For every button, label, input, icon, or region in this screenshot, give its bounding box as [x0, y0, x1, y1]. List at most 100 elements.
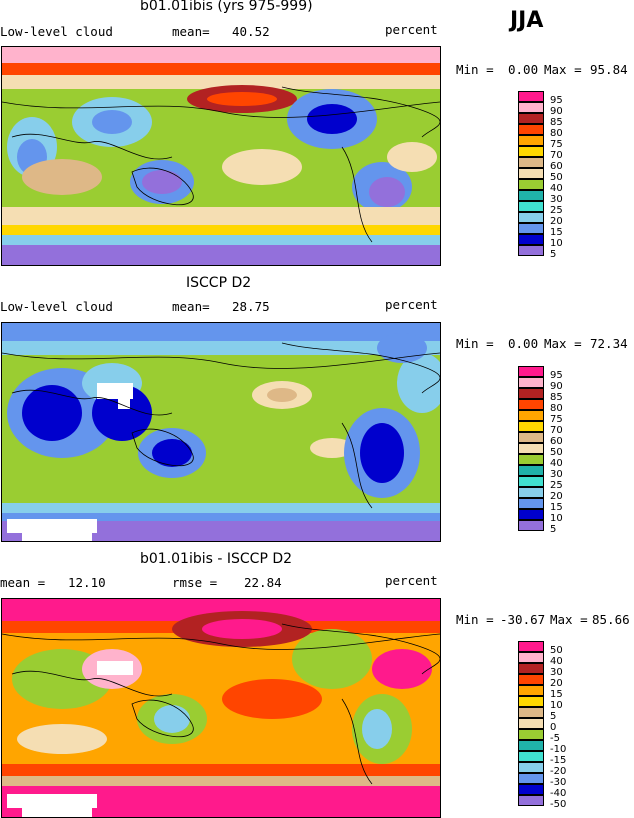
panel1-legend: 95 90 85 80 75 70 60 50 40 30 25 20 15 1…: [518, 91, 578, 261]
panel1-min-value: 0.00: [508, 62, 539, 77]
legend-swatch: [518, 234, 544, 245]
panel3-min-label: Min =: [456, 612, 494, 627]
legend-swatch: [518, 388, 544, 399]
legend-label: 75: [550, 139, 563, 150]
legend-label: 75: [550, 414, 563, 425]
panel3-min-value: -30.67: [500, 612, 546, 627]
legend-label: 30: [550, 194, 563, 205]
legend-label: -15: [550, 755, 567, 766]
legend-swatch: [518, 190, 544, 201]
legend-swatch: [518, 212, 544, 223]
panel3-max-value: 85.66: [592, 612, 630, 627]
legend-swatch: [518, 179, 544, 190]
panel3-mean-label: mean =: [0, 575, 46, 590]
panel2-units: percent: [385, 297, 438, 312]
panel3-mean-value: 12.10: [68, 575, 106, 590]
legend-swatch: [518, 245, 544, 256]
panel1-contour-map: [2, 47, 440, 265]
panel1-title: b01.01ibis (yrs 975-999): [140, 0, 313, 14]
legend-swatch: [518, 740, 544, 751]
panel2-title: ISCCP D2: [186, 275, 252, 291]
legend-swatch: [518, 135, 544, 146]
legend-label: 50: [550, 645, 563, 656]
legend-label: 20: [550, 491, 563, 502]
legend-label: 40: [550, 656, 563, 667]
panel2-mean-label: mean=: [172, 299, 210, 314]
legend-swatch: [518, 773, 544, 784]
panel2-map: [1, 322, 441, 542]
legend-label: 95: [550, 370, 563, 381]
legend-label: -30: [550, 777, 567, 788]
legend-swatch: [518, 685, 544, 696]
legend-swatch: [518, 707, 544, 718]
panel2-contour-map: [2, 323, 440, 541]
legend-label: 40: [550, 458, 563, 469]
panel2-mean-value: 28.75: [232, 299, 270, 314]
legend-label: 30: [550, 667, 563, 678]
legend-label: 10: [550, 238, 563, 249]
legend-swatch: [518, 718, 544, 729]
legend-swatch: [518, 366, 544, 377]
legend-swatch: [518, 762, 544, 773]
panel3-rmse-value: 22.84: [244, 575, 282, 590]
legend-label: 5: [550, 249, 557, 260]
legend-swatch: [518, 377, 544, 388]
season-label: JJA: [510, 8, 544, 33]
legend-label: -50: [550, 799, 567, 810]
legend-swatch: [518, 663, 544, 674]
legend-swatch: [518, 520, 544, 531]
legend-label: 25: [550, 480, 563, 491]
panel1-variable-label: Low-level cloud: [0, 24, 113, 39]
panel1-mean-label: mean=: [172, 24, 210, 39]
legend-swatch: [518, 795, 544, 806]
legend-label: 80: [550, 128, 563, 139]
legend-swatch: [518, 91, 544, 102]
panel1-max-value: 95.84: [590, 62, 628, 77]
panel3-map: [1, 598, 441, 818]
legend-label: -40: [550, 788, 567, 799]
legend-label: 20: [550, 216, 563, 227]
legend-label: 5: [550, 524, 557, 535]
panel3-units: percent: [385, 573, 438, 588]
legend-label: 30: [550, 469, 563, 480]
panel2-variable-label: Low-level cloud: [0, 299, 113, 314]
legend-label: 90: [550, 106, 563, 117]
legend-swatch: [518, 102, 544, 113]
legend-label: 50: [550, 172, 563, 183]
legend-label: 95: [550, 95, 563, 106]
legend-label: 40: [550, 183, 563, 194]
legend-label: 0: [550, 722, 557, 733]
legend-label: 85: [550, 392, 563, 403]
legend-label: 15: [550, 689, 563, 700]
legend-label: 15: [550, 227, 563, 238]
panel3-title: b01.01ibis - ISCCP D2: [140, 551, 293, 567]
legend-label: 15: [550, 502, 563, 513]
legend-label: -20: [550, 766, 567, 777]
panel1-min-label: Min =: [456, 62, 494, 77]
legend-swatch: [518, 168, 544, 179]
legend-swatch: [518, 674, 544, 685]
legend-swatch: [518, 465, 544, 476]
legend-swatch: [518, 443, 544, 454]
legend-swatch: [518, 784, 544, 795]
legend-label: 60: [550, 161, 563, 172]
legend-swatch: [518, 509, 544, 520]
panel2-legend: 95 90 85 80 75 70 60 50 40 30 25 20 15 1…: [518, 366, 578, 536]
legend-swatch: [518, 432, 544, 443]
legend-swatch: [518, 124, 544, 135]
legend-swatch: [518, 696, 544, 707]
legend-label: -10: [550, 744, 567, 755]
legend-label: 90: [550, 381, 563, 392]
legend-label: 85: [550, 117, 563, 128]
legend-swatch: [518, 751, 544, 762]
legend-swatch: [518, 421, 544, 432]
panel1-max-label: Max =: [544, 62, 582, 77]
legend-swatch: [518, 157, 544, 168]
legend-swatch: [518, 729, 544, 740]
legend-swatch: [518, 201, 544, 212]
legend-label: 70: [550, 150, 563, 161]
panel3-max-label: Max =: [550, 612, 588, 627]
legend-swatch: [518, 641, 544, 652]
panel1-mean-value: 40.52: [232, 24, 270, 39]
panel2-max-value: 72.34: [590, 336, 628, 351]
